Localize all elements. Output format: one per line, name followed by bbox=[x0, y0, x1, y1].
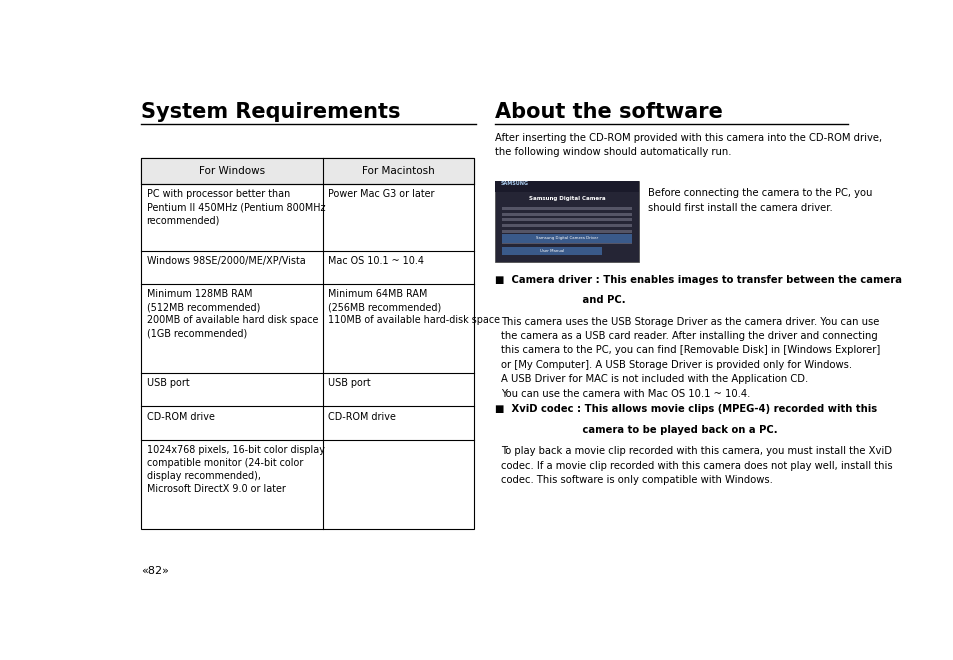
Bar bbox=[495, 181, 639, 192]
Text: CD-ROM drive: CD-ROM drive bbox=[328, 412, 395, 422]
Text: For Macintosh: For Macintosh bbox=[362, 166, 435, 176]
Text: 1024x768 pixels, 16-bit color display
compatible monitor (24-bit color
display r: 1024x768 pixels, 16-bit color display co… bbox=[147, 445, 324, 494]
Text: ■  XviD codec : This allows movie clips (MPEG-4) recorded with this: ■ XviD codec : This allows movie clips (… bbox=[495, 405, 876, 414]
Text: USB port: USB port bbox=[147, 378, 189, 388]
Text: This camera uses the USB Storage Driver as the camera driver. You can use
the ca: This camera uses the USB Storage Driver … bbox=[500, 317, 879, 399]
Bar bbox=[141, 158, 474, 529]
Text: Minimum 128MB RAM
(512MB recommended)
200MB of available hard disk space
(1GB re: Minimum 128MB RAM (512MB recommended) 20… bbox=[147, 289, 317, 339]
Text: Minimum 64MB RAM
(256MB recommended)
110MB of available hard-disk space: Minimum 64MB RAM (256MB recommended) 110… bbox=[328, 289, 499, 325]
Text: camera to be played back on a PC.: camera to be played back on a PC. bbox=[495, 425, 777, 435]
Bar bbox=[495, 181, 639, 262]
Text: Windows 98SE/2000/ME/XP/Vista: Windows 98SE/2000/ME/XP/Vista bbox=[147, 255, 305, 265]
Bar bbox=[501, 241, 631, 244]
Text: User Manual: User Manual bbox=[539, 249, 564, 253]
Text: System Requirements: System Requirements bbox=[141, 102, 400, 122]
Text: «82»: «82» bbox=[141, 566, 169, 576]
Bar bbox=[501, 234, 631, 243]
Bar bbox=[141, 158, 474, 184]
Bar bbox=[501, 213, 631, 216]
Text: CD-ROM drive: CD-ROM drive bbox=[147, 412, 214, 422]
Bar bbox=[501, 224, 631, 227]
Text: PC with processor better than
Pentium II 450MHz (Pentium 800MHz
recommended): PC with processor better than Pentium II… bbox=[147, 189, 325, 226]
Bar bbox=[501, 235, 631, 238]
Bar bbox=[501, 218, 631, 222]
Text: USB port: USB port bbox=[328, 378, 370, 388]
Text: Before connecting the camera to the PC, you
should first install the camera driv: Before connecting the camera to the PC, … bbox=[647, 189, 871, 213]
Bar bbox=[501, 247, 601, 255]
Bar bbox=[501, 207, 631, 211]
Text: Mac OS 10.1 ~ 10.4: Mac OS 10.1 ~ 10.4 bbox=[328, 255, 423, 265]
Text: and PC.: and PC. bbox=[495, 295, 625, 305]
Text: ■  Camera driver : This enables images to transfer between the camera: ■ Camera driver : This enables images to… bbox=[495, 275, 901, 285]
Text: Samsung Digital Camera Driver: Samsung Digital Camera Driver bbox=[536, 236, 598, 240]
Text: Power Mac G3 or later: Power Mac G3 or later bbox=[328, 189, 434, 199]
Bar bbox=[501, 230, 631, 233]
Text: For Windows: For Windows bbox=[199, 166, 265, 176]
Text: SAMSUNG: SAMSUNG bbox=[500, 182, 528, 186]
Text: After inserting the CD-ROM provided with this camera into the CD-ROM drive,
the : After inserting the CD-ROM provided with… bbox=[495, 133, 881, 157]
Text: To play back a movie clip recorded with this camera, you must install the XviD
c: To play back a movie clip recorded with … bbox=[500, 446, 891, 485]
Text: About the software: About the software bbox=[495, 102, 722, 122]
Text: Samsung Digital Camera: Samsung Digital Camera bbox=[528, 196, 604, 201]
